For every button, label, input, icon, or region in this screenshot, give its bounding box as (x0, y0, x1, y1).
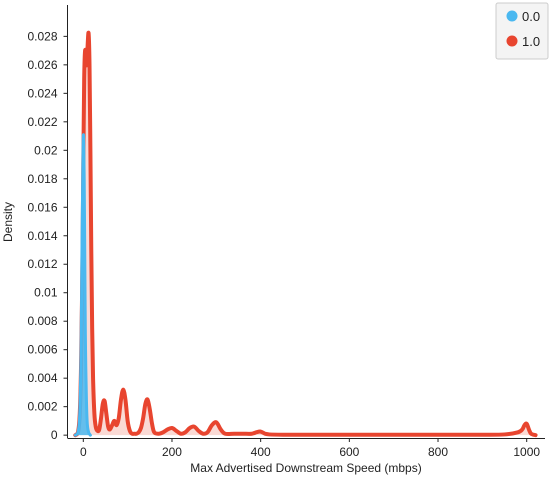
y-tick-label: 0.014 (27, 229, 57, 243)
y-tick-label: 0.012 (27, 257, 57, 271)
y-tick-label: 0.01 (34, 286, 58, 300)
y-tick-label: 0.004 (27, 371, 57, 385)
y-tick-label: 0.02 (34, 143, 58, 157)
legend-marker-1[interactable] (506, 35, 518, 47)
y-tick-label: 0.018 (27, 172, 57, 186)
x-ticks: 0 200 400 600 800 1000 (80, 438, 540, 459)
y-tick-label: 0.008 (27, 314, 57, 328)
y-tick-label: 0 (51, 428, 58, 442)
y-tick-label: 0.028 (27, 29, 57, 43)
x-tick-label: 1000 (513, 445, 540, 459)
y-tick-label: 0.002 (27, 400, 57, 414)
x-tick-label: 0 (80, 445, 87, 459)
y-tick-label: 0.022 (27, 115, 57, 129)
x-tick-label: 800 (428, 445, 448, 459)
y-tick-label: 0.026 (27, 58, 57, 72)
legend-marker-0[interactable] (506, 10, 518, 22)
y-ticks: 0 0.002 0.004 0.006 0.008 0.01 0.012 0.014 0.016… (27, 29, 68, 442)
y-tick-label: 0.016 (27, 200, 57, 214)
series-1-area (75, 32, 536, 436)
x-tick-label: 200 (162, 445, 182, 459)
x-tick-label: 400 (251, 445, 271, 459)
y-axis-title: Density (1, 202, 15, 242)
series-1-line[interactable] (73, 30, 538, 438)
y-tick-label: 0.006 (27, 343, 57, 357)
legend: 0.0 1.0 (495, 2, 549, 60)
x-tick-label: 600 (339, 445, 359, 459)
legend-label-0: 0.0 (522, 9, 540, 24)
y-tick-label: 0.024 (27, 86, 57, 100)
x-axis-title: Max Advertised Downstream Speed (mbps) (190, 461, 421, 475)
legend-label-1: 1.0 (522, 34, 540, 49)
series-layer (73, 30, 538, 438)
series-0-line[interactable] (73, 133, 92, 437)
